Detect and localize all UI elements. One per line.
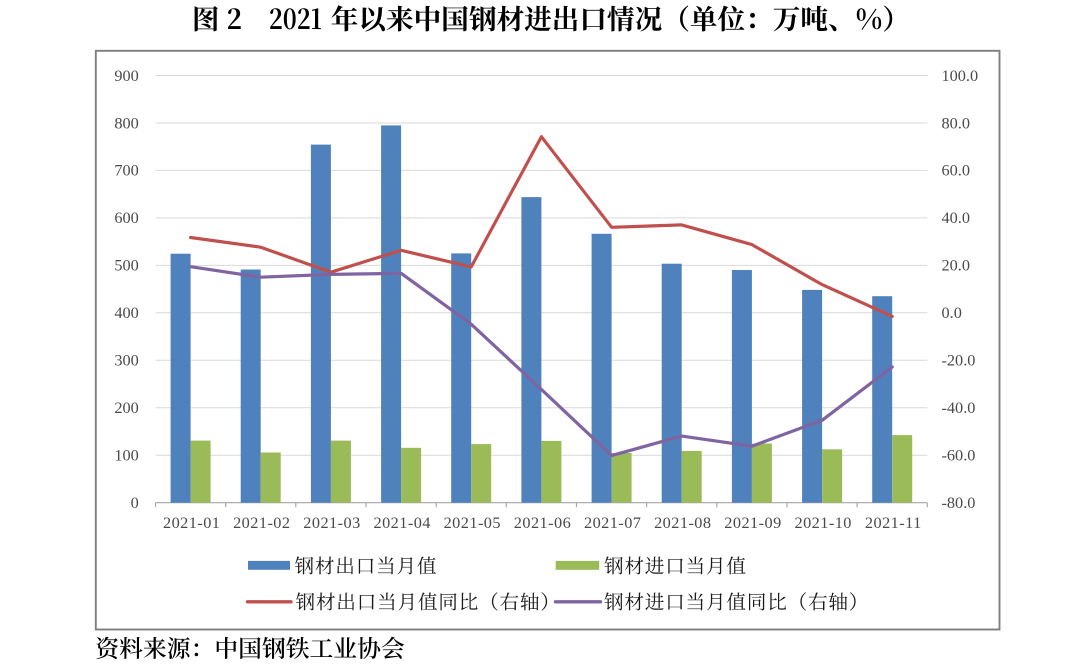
svg-text:2021-08: 2021-08	[654, 513, 711, 532]
svg-text:100: 100	[114, 446, 138, 465]
svg-text:60.0: 60.0	[942, 161, 971, 180]
svg-text:100.0: 100.0	[942, 66, 979, 85]
svg-text:2021-09: 2021-09	[724, 513, 781, 532]
svg-text:600: 600	[114, 208, 138, 227]
svg-text:0: 0	[131, 493, 139, 512]
svg-text:800: 800	[114, 113, 138, 132]
svg-text:-40.0: -40.0	[942, 398, 976, 417]
svg-text:2021-05: 2021-05	[444, 513, 501, 532]
svg-text:20.0: 20.0	[942, 256, 971, 275]
svg-text:40.0: 40.0	[942, 208, 971, 227]
svg-text:2021-04: 2021-04	[373, 513, 430, 532]
svg-text:2021-10: 2021-10	[794, 513, 851, 532]
svg-text:2021-01: 2021-01	[163, 513, 220, 532]
svg-text:-80.0: -80.0	[942, 493, 976, 512]
svg-text:2021-07: 2021-07	[584, 513, 641, 532]
svg-text:400: 400	[114, 303, 138, 322]
svg-text:300: 300	[114, 351, 138, 370]
svg-text:0.0: 0.0	[942, 303, 962, 322]
svg-text:200: 200	[114, 398, 138, 417]
svg-text:-60.0: -60.0	[942, 446, 976, 465]
svg-text:2021-06: 2021-06	[514, 513, 571, 532]
svg-text:2021-02: 2021-02	[233, 513, 290, 532]
svg-text:500: 500	[114, 256, 138, 275]
svg-text:-20.0: -20.0	[942, 351, 976, 370]
svg-text:80.0: 80.0	[942, 113, 971, 132]
svg-text:2021-03: 2021-03	[303, 513, 360, 532]
svg-text:700: 700	[114, 161, 138, 180]
svg-text:2021-11: 2021-11	[865, 513, 922, 532]
svg-text:900: 900	[114, 66, 138, 85]
